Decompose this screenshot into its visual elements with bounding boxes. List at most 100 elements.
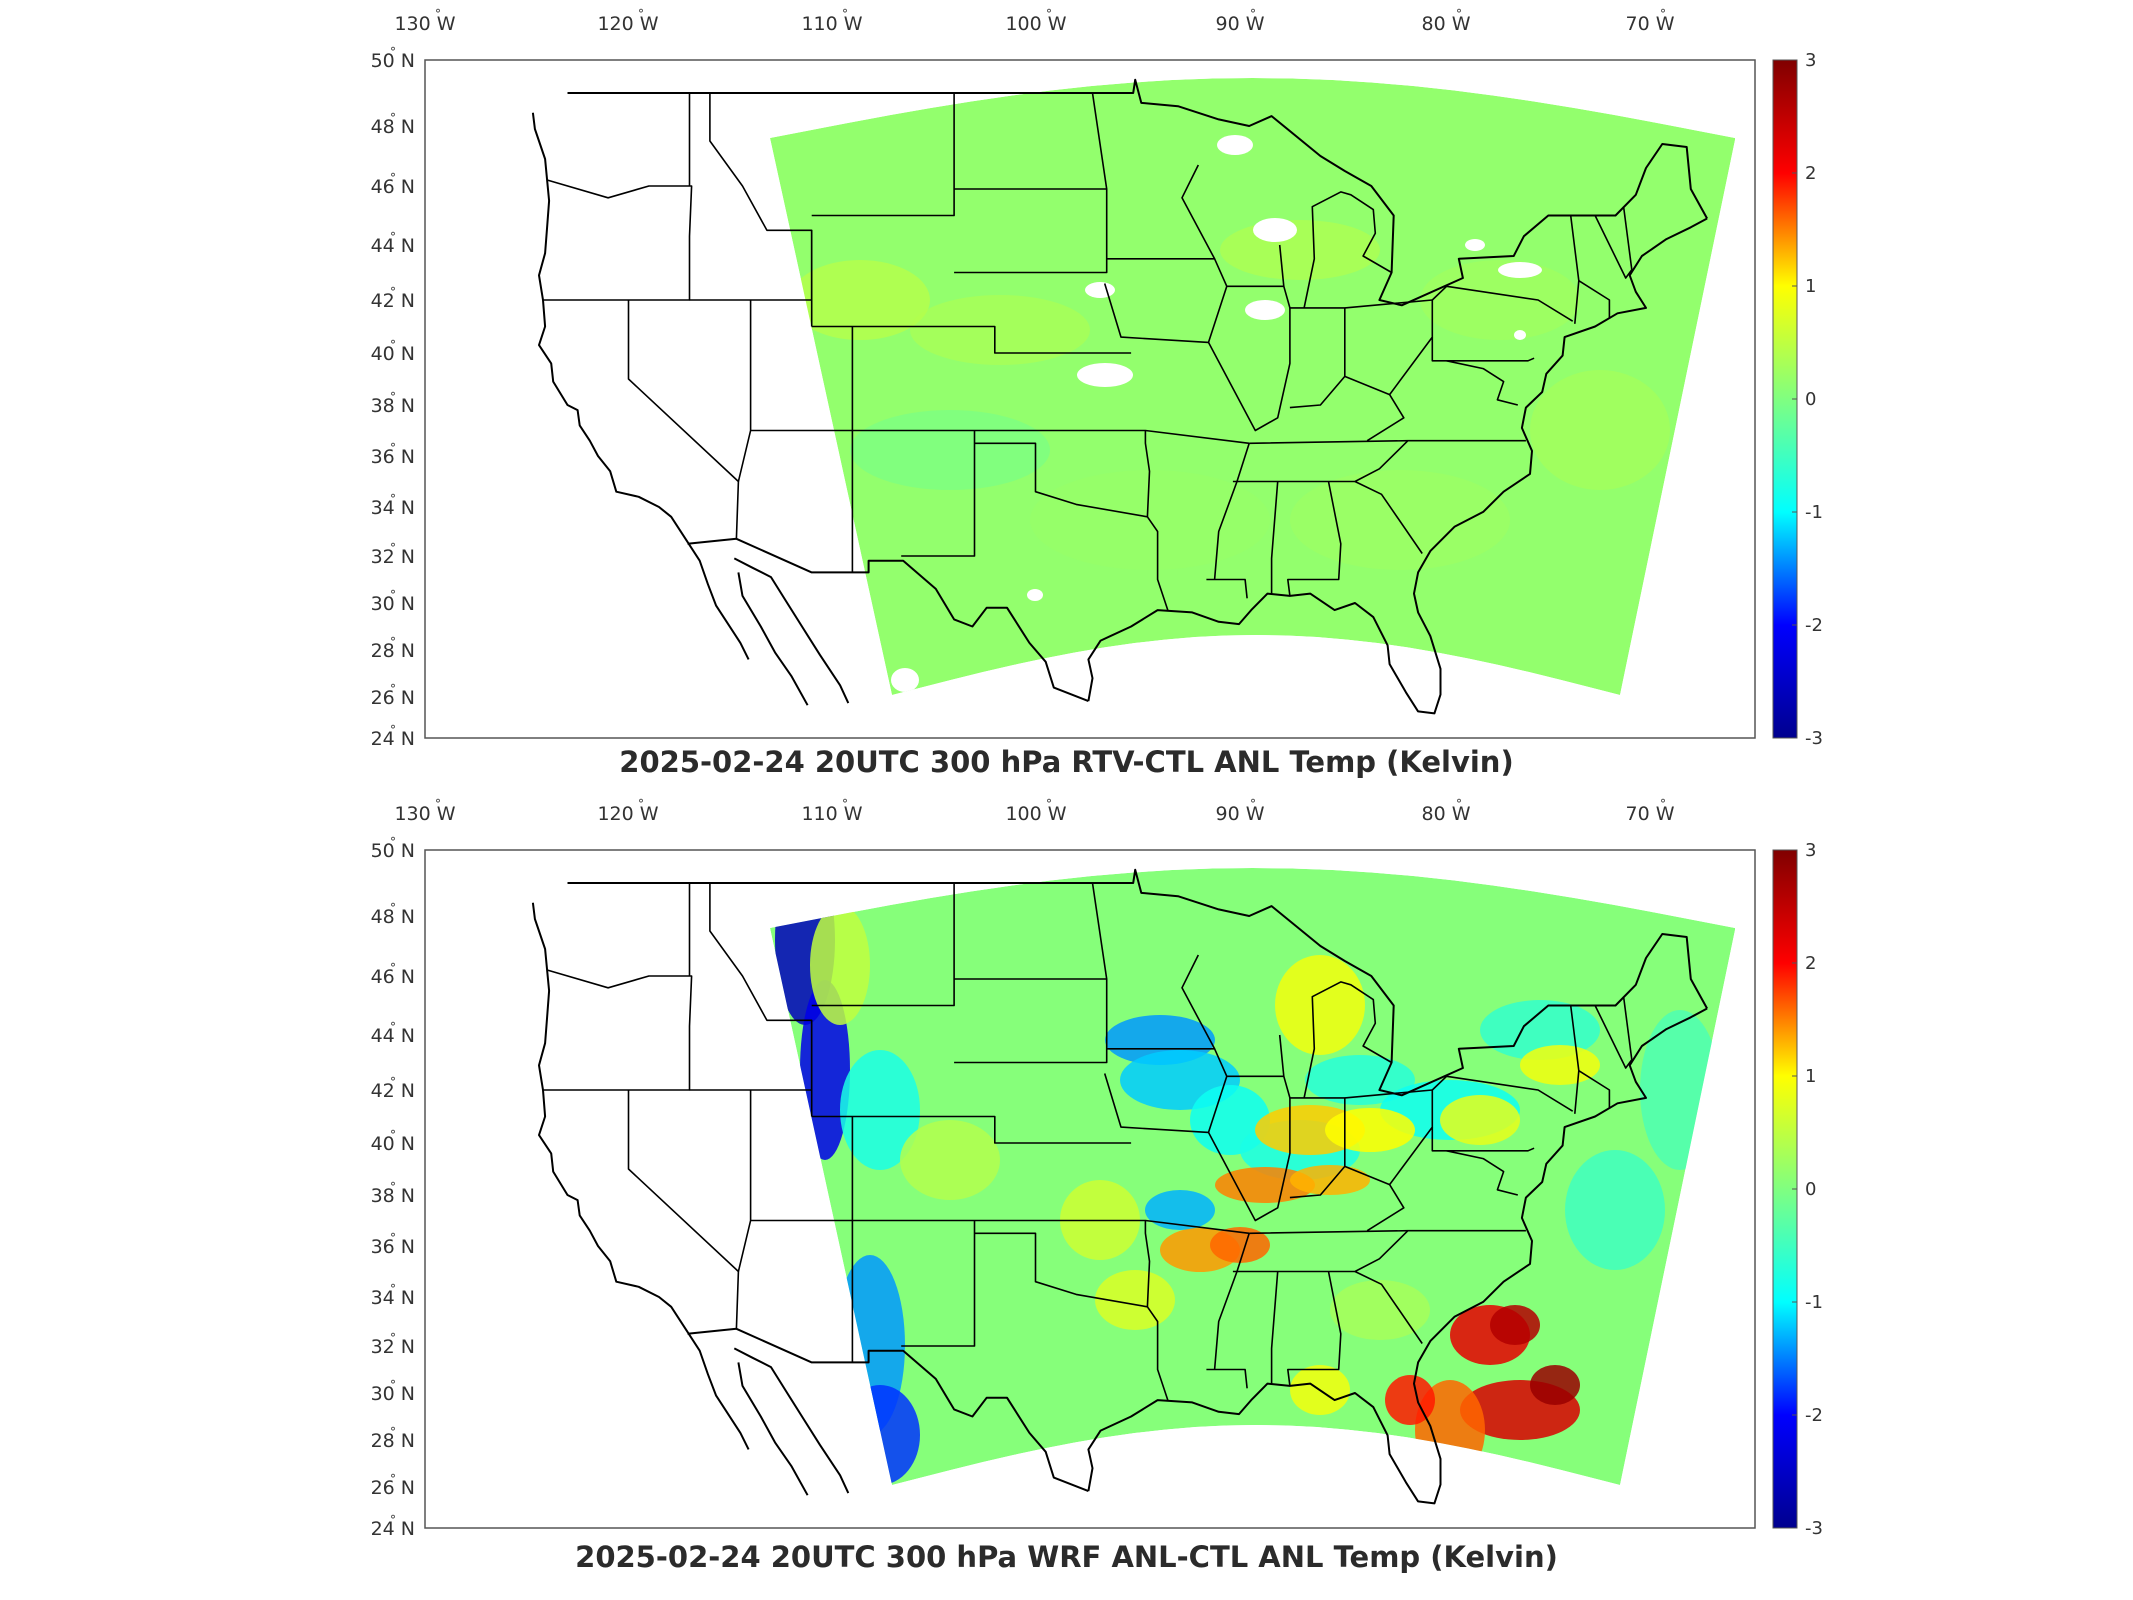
degree-symbol: ° (1456, 797, 1462, 811)
state-border-path (1207, 1097, 1291, 1222)
state-border-path (1181, 164, 1216, 260)
longitude-tick-label: 80 W (1421, 13, 1470, 35)
degree-symbol: ° (390, 1128, 396, 1142)
state-border-path (974, 1232, 1169, 1401)
degree-symbol: ° (390, 1425, 396, 1439)
colorbar-tick-label: -1 (1805, 502, 1823, 523)
map-title-bottom: 2025-02-24 20UTC 300 hPa WRF ANL-CTL ANL… (575, 1540, 1558, 1574)
degree-symbol: ° (390, 901, 396, 915)
degree-symbol: ° (390, 1472, 396, 1486)
degree-symbol: ° (1456, 7, 1462, 21)
state-border-path (811, 93, 955, 217)
state-border-path (1431, 337, 1535, 362)
state-border-path (1303, 191, 1393, 309)
state-border-path (974, 442, 1169, 611)
longitude-tick-label: 130 W (394, 803, 455, 825)
degree-symbol: ° (390, 492, 396, 506)
degree-symbol: ° (390, 723, 396, 737)
colorbar-tick-label: 2 (1805, 953, 1816, 974)
state-border-path (901, 1220, 976, 1347)
coastline-path (1087, 1007, 1708, 1505)
latitude-tick-label: 50 N (371, 840, 415, 862)
degree-symbol: ° (390, 441, 396, 455)
state-border-path (811, 1115, 1132, 1144)
map-boundaries (531, 868, 1708, 1505)
degree-symbol: ° (390, 171, 396, 185)
colorbar-tick-label: 0 (1805, 1179, 1816, 1200)
state-border-path (1578, 280, 1611, 319)
degree-symbol: ° (390, 1513, 396, 1527)
temperature-difference-field (770, 868, 1735, 1485)
state-border-path (1431, 1075, 1574, 1112)
state-border-path (954, 978, 1108, 1064)
latitude-tick-label: 26 N (371, 1477, 415, 1499)
state-border-path (1232, 440, 1409, 483)
latitude-tick-label: 44 N (371, 1025, 415, 1047)
state-border-path (627, 1090, 740, 1329)
latitude-tick-label: 32 N (371, 546, 415, 568)
state-border-path (1431, 285, 1574, 322)
colorbar-tick-label: -1 (1805, 1292, 1823, 1313)
state-border-path (1144, 1220, 1151, 1307)
degree-symbol: ° (390, 835, 396, 849)
state-border-path (954, 188, 1108, 274)
map-frame (424, 849, 1756, 1529)
degree-symbol: ° (1046, 797, 1052, 811)
map-panel-top: 130 W ° 120 W ° 110 W ° 100 W ° 90 W ° 80 W ° 70 W ° 5… (0, 0, 2133, 790)
coastline-path (687, 537, 1089, 703)
state-border-path (737, 300, 752, 482)
state-border-path (1569, 1005, 1580, 1114)
state-border-path (1594, 1005, 1633, 1069)
degree-symbol: ° (390, 285, 396, 299)
latitude-tick-label: 30 N (371, 593, 415, 615)
map-frame (424, 59, 1756, 739)
longitude-tick-label: 120 W (597, 13, 658, 35)
colorbar-tick-label: -3 (1805, 728, 1823, 749)
state-border-path (1278, 1034, 1285, 1077)
colorbar: 3 2 1 0 -1 -2 -3 (1772, 50, 1823, 749)
latitude-tick-label: 34 N (371, 1287, 415, 1309)
degree-symbol: ° (390, 961, 396, 975)
state-border-path (1594, 215, 1633, 279)
temperature-difference-map-top: 130 W° 120 W° 110 W° 100 W° 90 W° 80 W° 70 W°5… (371, 7, 1823, 750)
degree-symbol: ° (390, 1282, 396, 1296)
degree-symbol: ° (390, 1075, 396, 1089)
state-border-path (750, 1219, 1250, 1235)
state-border-path (1622, 206, 1633, 270)
degree-symbol: ° (1250, 7, 1256, 21)
map-boundaries (531, 78, 1708, 715)
degree-symbol: ° (390, 1331, 396, 1345)
state-border-path (543, 179, 693, 301)
state-border-path (811, 883, 955, 1007)
degree-symbol: ° (390, 541, 396, 555)
state-border-path (1207, 307, 1291, 432)
degree-symbol: ° (390, 111, 396, 125)
state-border-path (1249, 1229, 1526, 1235)
degree-symbol: ° (638, 797, 644, 811)
state-border-path (1287, 1271, 1342, 1387)
degree-symbol: ° (435, 7, 441, 21)
latitude-tick-label: 32 N (371, 1336, 415, 1358)
degree-symbol: ° (390, 1231, 396, 1245)
latitude-tick-label: 34 N (371, 497, 415, 519)
latitude-tick-label: 48 N (371, 906, 415, 928)
degree-symbol: ° (390, 1378, 396, 1392)
latitude-tick-label: 28 N (371, 1430, 415, 1452)
longitude-tick-label: 70 W (1625, 803, 1674, 825)
latitude-tick-label: 46 N (371, 966, 415, 988)
temperature-difference-field (770, 78, 1735, 695)
degree-symbol: ° (390, 230, 396, 244)
state-border-path (1303, 981, 1393, 1099)
coastline-path (531, 112, 750, 660)
latitude-tick-label: 42 N (371, 1080, 415, 1102)
colorbar-tick-label: 0 (1805, 389, 1816, 410)
degree-symbol: ° (435, 797, 441, 811)
colorbar-tick-label: 2 (1805, 163, 1816, 184)
state-border-path (1578, 1070, 1611, 1109)
map-panel-bottom: 130 W ° 120 W ° 110 W ° 100 W ° 90 W ° 80 W ° 70 W ° 5… (0, 790, 2133, 1580)
state-border-path (1354, 1270, 1423, 1344)
latitude-tick-label: 38 N (371, 395, 415, 417)
latitude-tick-label: 30 N (371, 1383, 415, 1405)
state-border-path (737, 1090, 752, 1272)
state-border-path (1446, 360, 1518, 406)
